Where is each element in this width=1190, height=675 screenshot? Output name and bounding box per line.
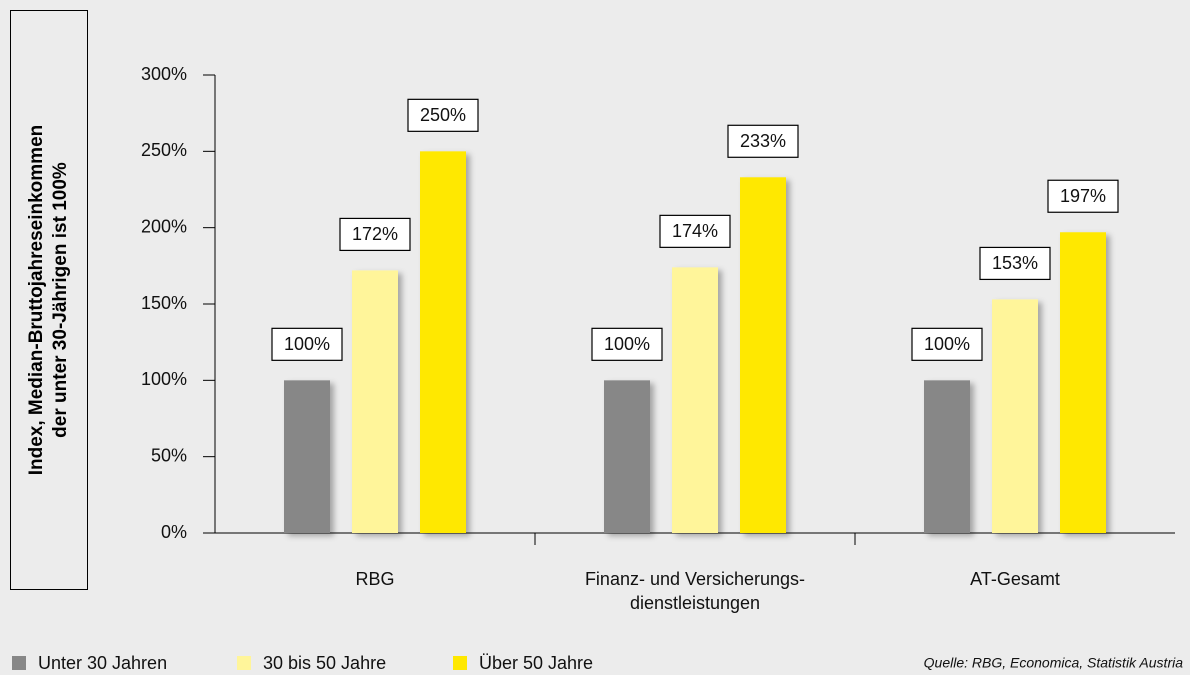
- y-tick-label: 200%: [141, 216, 187, 236]
- value-label: 100%: [284, 334, 330, 354]
- bar: [1060, 232, 1106, 533]
- x-tick-label: RBG: [355, 569, 395, 589]
- value-label: 233%: [740, 131, 786, 151]
- source: Quelle: RBG, Economica, Statistik Austri…: [924, 655, 1184, 671]
- value-label-box: [1047, 179, 1119, 213]
- bar: [352, 270, 398, 533]
- value-label: 100%: [924, 334, 970, 354]
- bar: [284, 380, 330, 533]
- legend-label: 30 bis 50 Jahre: [263, 653, 386, 673]
- value-label-box: [591, 327, 663, 361]
- legend-swatch: [12, 656, 26, 670]
- bar: [420, 151, 466, 534]
- y-tick-label: 100%: [141, 369, 187, 389]
- bar: [992, 299, 1038, 533]
- bar: [740, 177, 786, 533]
- y-tick-label: 0%: [161, 522, 187, 542]
- value-label: 100%: [604, 334, 650, 354]
- legend-label: Unter 30 Jahren: [38, 653, 167, 673]
- value-label: 250%: [420, 105, 466, 125]
- value-label-box: [659, 214, 731, 248]
- value-label-box: [911, 327, 983, 361]
- y-axis-box: Index, Median-Bruttojahreseinkommen der …: [10, 10, 88, 590]
- value-label-box: [979, 246, 1051, 281]
- y-tick-label: 300%: [141, 64, 187, 84]
- y-tick-label: 250%: [141, 140, 187, 160]
- legend-swatch: [453, 656, 467, 670]
- value-label: 153%: [992, 253, 1038, 273]
- value-label-box: [271, 327, 343, 361]
- y-tick-label: 50%: [151, 445, 187, 465]
- bar: [672, 267, 718, 533]
- value-label-box: [407, 98, 479, 132]
- bar: [604, 380, 650, 533]
- legend-swatch: [237, 656, 251, 670]
- legend-label: Über 50 Jahre: [479, 653, 593, 673]
- x-tick-label: Finanz- und Versicherungs- dienstleistun…: [584, 569, 806, 613]
- value-label-box: [727, 124, 799, 158]
- value-label-box: [339, 217, 411, 252]
- x-tick-label: AT-Gesamt: [970, 569, 1060, 589]
- value-label: 197%: [1060, 186, 1106, 206]
- bar: [924, 380, 970, 533]
- value-label: 172%: [352, 224, 398, 244]
- value-label: 174%: [672, 221, 718, 241]
- y-tick-label: 150%: [141, 293, 187, 313]
